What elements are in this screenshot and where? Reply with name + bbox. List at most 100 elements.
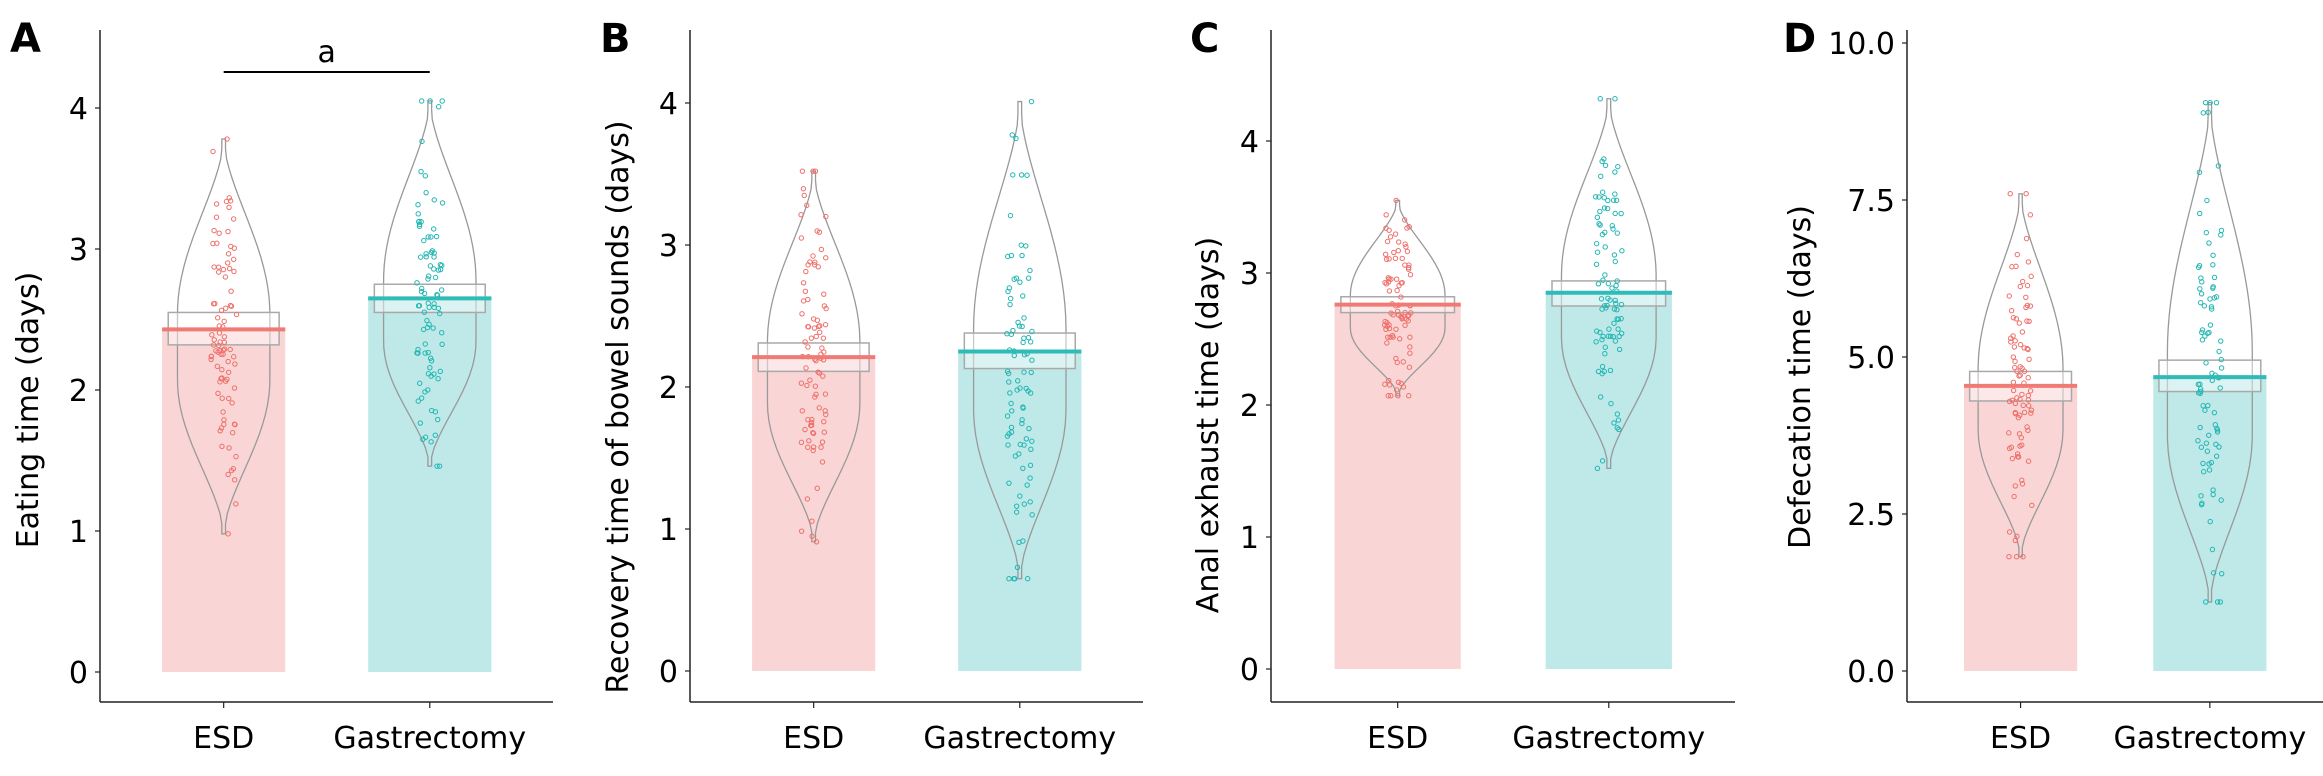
data-point [423,189,429,196]
data-point [1386,256,1392,262]
data-point [220,351,226,357]
data-point [2028,407,2035,413]
data-point [1013,503,1020,509]
data-point [211,264,217,270]
data-point [1402,309,1408,316]
data-point [2218,338,2224,344]
data-point [1021,315,1027,321]
data-point [821,429,827,435]
data-point [1600,277,1606,283]
data-point [1602,272,1608,278]
panel-A: A 0 1 2 3 4 Eating time (days) ESD Gastrectomy a [10,16,553,756]
y-axis-title: Eating time (days) [11,272,46,549]
data-point [2026,356,2032,362]
data-point [1616,346,1623,353]
data-point [422,350,428,356]
x-tick-label: ESD [1990,721,2051,756]
data-point [2206,467,2213,473]
data-point [428,407,435,414]
data-point [1015,378,1021,384]
data-point [1020,538,1026,544]
violin-outline [382,100,477,467]
data-point [2200,403,2206,409]
data-point [1613,197,1620,204]
data-point [225,358,231,365]
data-point [812,168,819,174]
data-point [1020,293,1026,299]
data-point [1019,420,1025,427]
data-point [1395,248,1401,254]
data-point [228,467,235,474]
data-point [1618,210,1624,217]
data-point [1593,240,1600,247]
data-point [2204,197,2210,204]
data-point [1592,194,1599,200]
data-point [1618,301,1625,308]
data-point [2023,235,2030,242]
data-point [432,274,439,281]
data-point [225,260,231,266]
panel-letter: D [1783,16,1816,62]
data-point [821,303,828,309]
data-point [2206,240,2212,246]
data-point [219,443,225,450]
data-point [807,377,813,383]
y-tick-label: 1 [1240,521,1259,556]
data-point [1614,425,1620,431]
data-point [1399,255,1405,262]
data-point [1021,442,1027,448]
data-point [807,259,813,265]
data-point [1019,252,1025,259]
data-point [800,298,807,304]
violin-outline [972,100,1067,580]
data-point [810,253,816,259]
data-point [427,355,434,361]
y-tick-label: 7.5 [1847,184,1895,219]
panel-C: C 0 1 2 3 4 Anal exhaust time (days) ESD Gastrec… [1190,16,1735,756]
data-point [424,317,430,324]
data-point [2010,314,2017,321]
data-point [2215,163,2222,169]
data-point [415,201,421,208]
panel-letter: B [600,16,631,62]
data-point [823,411,829,418]
data-point [1600,189,1606,195]
data-point [1600,333,1606,340]
data-point [819,459,826,465]
data-point [814,228,820,234]
data-point [231,385,238,391]
data-point [2009,455,2016,462]
data-point [221,334,228,340]
data-point [2007,191,2013,197]
data-point [425,349,431,356]
data-point [416,218,422,225]
data-point [1607,367,1614,374]
data-point [2014,451,2021,457]
data-point [215,390,221,397]
data-point [437,261,444,268]
data-point [1383,326,1389,332]
data-point [1401,217,1408,223]
data-point [1408,310,1414,316]
y-tick-label: 1 [659,513,678,548]
data-point [819,439,826,445]
data-point [425,234,431,240]
data-point [2216,444,2222,450]
data-point [227,198,234,204]
data-point [1017,441,1023,448]
data-point [1382,381,1388,387]
data-point [1602,244,1608,250]
data-point [2197,386,2204,392]
data-point [1615,163,1621,170]
data-point [218,351,224,357]
data-point [210,240,216,247]
data-point [1602,162,1609,169]
data-point [230,354,237,360]
data-point [1605,197,1611,204]
data-point [1619,248,1625,254]
data-point [1598,173,1604,180]
data-point [814,485,820,491]
data-point [214,240,220,246]
data-point [425,276,431,282]
data-point [418,98,425,104]
